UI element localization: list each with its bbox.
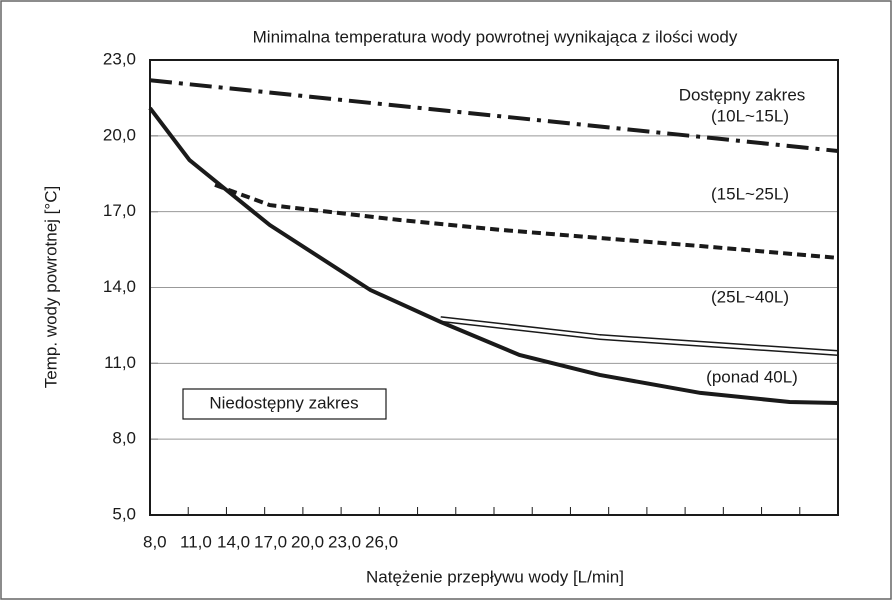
y-tick-label: 14,0	[103, 277, 136, 296]
annotation: Dostępny zakres	[679, 85, 806, 104]
y-axis-label: Temp. wody powrotnej [°C]	[41, 186, 60, 388]
x-tick-label: 8,0	[143, 532, 167, 551]
y-tick-label: 17,0	[103, 201, 136, 220]
x-tick-label: 17,0	[254, 532, 287, 551]
series-line-inner	[440, 317, 839, 355]
x-axis-label: Natężenie przepływu wody [L/min]	[366, 567, 624, 586]
series-label: (15L~25L)	[711, 184, 789, 203]
series-label: (25L~40L)	[711, 287, 789, 306]
y-tick-label: 20,0	[103, 125, 136, 144]
series-label: (ponad 40L)	[706, 367, 798, 386]
plot-frame	[149, 59, 839, 516]
x-tick-label: 26,0	[365, 532, 398, 551]
series-line	[148, 106, 839, 406]
y-tick-label: 11,0	[104, 353, 136, 372]
series-label: (10L~15L)	[711, 106, 789, 125]
x-tick-label: 20,0	[291, 532, 324, 551]
chart-title: Minimalna temperatura wody powrotnej wyn…	[253, 27, 738, 46]
x-tick-label: 23,0	[328, 532, 361, 551]
y-tick-label: 23,0	[103, 49, 136, 68]
series-line	[214, 182, 839, 260]
y-tick-label: 8,0	[112, 429, 136, 448]
x-tick-label: 14,0	[217, 532, 250, 551]
series-line	[149, 78, 839, 153]
x-tick-label: 11,0	[180, 532, 212, 551]
annotation: Niedostępny zakres	[209, 393, 358, 412]
annotation-box	[182, 388, 387, 420]
y-tick-label: 5,0	[112, 504, 136, 523]
